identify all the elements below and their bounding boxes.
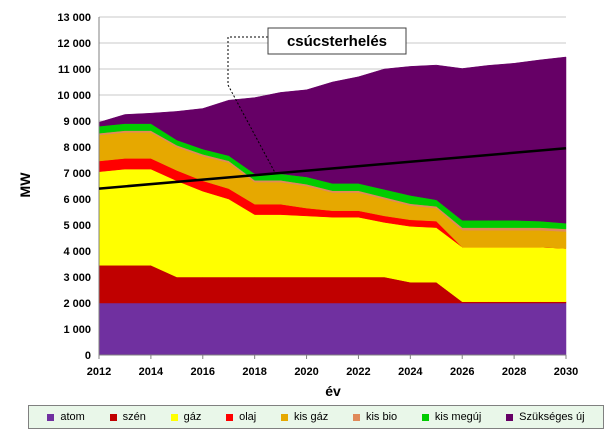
legend-swatch bbox=[170, 413, 178, 421]
legend-item: olaj bbox=[226, 411, 256, 423]
legend-label: gáz bbox=[183, 411, 202, 423]
legend-swatch bbox=[226, 413, 234, 421]
annotation-text: csúcsterhelés bbox=[287, 33, 387, 50]
y-tick-label: 11 000 bbox=[58, 64, 91, 76]
legend-label: Szükséges új bbox=[519, 411, 585, 423]
area-szükséges-új bbox=[98, 56, 567, 224]
x-axis-title: év bbox=[325, 383, 341, 399]
axes bbox=[98, 17, 566, 356]
y-tick-labels: 0 1 000 2 000 3 000 4 000 5 000 6 000 7 000 8 00… bbox=[57, 12, 91, 362]
x-tick-label: 2020 bbox=[294, 366, 318, 378]
legend-item: Szükséges új bbox=[506, 411, 585, 423]
stacked-areas bbox=[98, 56, 567, 356]
y-tick-label: 13 000 bbox=[57, 12, 91, 24]
y-tick-label: 8 000 bbox=[63, 142, 91, 154]
legend-swatch bbox=[47, 413, 55, 421]
legend-label: olaj bbox=[239, 411, 257, 423]
legend-label: atom bbox=[60, 411, 85, 423]
x-tick-label: 2016 bbox=[191, 366, 215, 378]
annotation-callout: csúcsterhelés bbox=[267, 27, 407, 55]
x-tick-label: 2022 bbox=[346, 366, 370, 378]
legend-label: kis bio bbox=[365, 411, 398, 423]
peak-load-overlay bbox=[98, 36, 567, 190]
legend-label: kis gáz bbox=[293, 411, 329, 423]
legend-label: szén bbox=[122, 411, 146, 423]
legend-swatch bbox=[280, 413, 288, 421]
chart-svg: 0 1 000 2 000 3 000 4 000 5 000 6 000 7 000 8 00… bbox=[17, 12, 578, 399]
x-tick-label: 2018 bbox=[242, 366, 266, 378]
y-tick-label: 10 000 bbox=[57, 90, 91, 102]
x-tick-label: 2030 bbox=[554, 366, 578, 378]
y-tick-label: 5 000 bbox=[63, 220, 91, 232]
peak-load-line bbox=[98, 147, 567, 190]
y-tick-label: 1 000 bbox=[63, 324, 91, 336]
x-tick-label: 2028 bbox=[502, 366, 526, 378]
y-tick-label: 9 000 bbox=[63, 116, 91, 128]
area-atom bbox=[98, 302, 567, 356]
y-tick-label: 3 000 bbox=[63, 272, 91, 284]
legend-swatch bbox=[506, 413, 514, 421]
y-tick-label: 6 000 bbox=[63, 194, 91, 206]
legend-item: kis bio bbox=[352, 411, 398, 423]
legend-item: atom bbox=[47, 411, 85, 423]
x-tick-label: 2026 bbox=[450, 366, 474, 378]
legend-item: kis megúj bbox=[421, 411, 482, 423]
annotation-leader bbox=[227, 36, 276, 174]
legend-item: kis gáz bbox=[280, 411, 329, 423]
x-tick-labels: 2012 2014 2016 2018 2020 2022 2024 2026 2028 2030 bbox=[87, 355, 578, 378]
y-tick-label: 0 bbox=[85, 350, 91, 362]
y-tick-label: 4 000 bbox=[63, 246, 91, 258]
legend-item: szén bbox=[109, 411, 146, 423]
annotation-box bbox=[267, 27, 407, 55]
x-tick-label: 2014 bbox=[139, 366, 164, 378]
legend: atom szén gáz olaj kis gáz kis bio kis megúj Sz… bbox=[28, 405, 604, 429]
y-tick-label: 7 000 bbox=[63, 168, 91, 180]
legend-swatch bbox=[352, 413, 360, 421]
y-tick-label: 2 000 bbox=[63, 298, 91, 310]
legend-item: gáz bbox=[170, 411, 202, 423]
y-tick-label: 12 000 bbox=[57, 38, 91, 50]
y-axis-title: MW bbox=[17, 172, 33, 198]
legend-swatch bbox=[109, 413, 117, 421]
legend-swatch bbox=[421, 413, 429, 421]
x-tick-label: 2012 bbox=[87, 366, 111, 378]
x-tick-label: 2024 bbox=[398, 366, 423, 378]
legend-label: kis megúj bbox=[434, 411, 482, 423]
